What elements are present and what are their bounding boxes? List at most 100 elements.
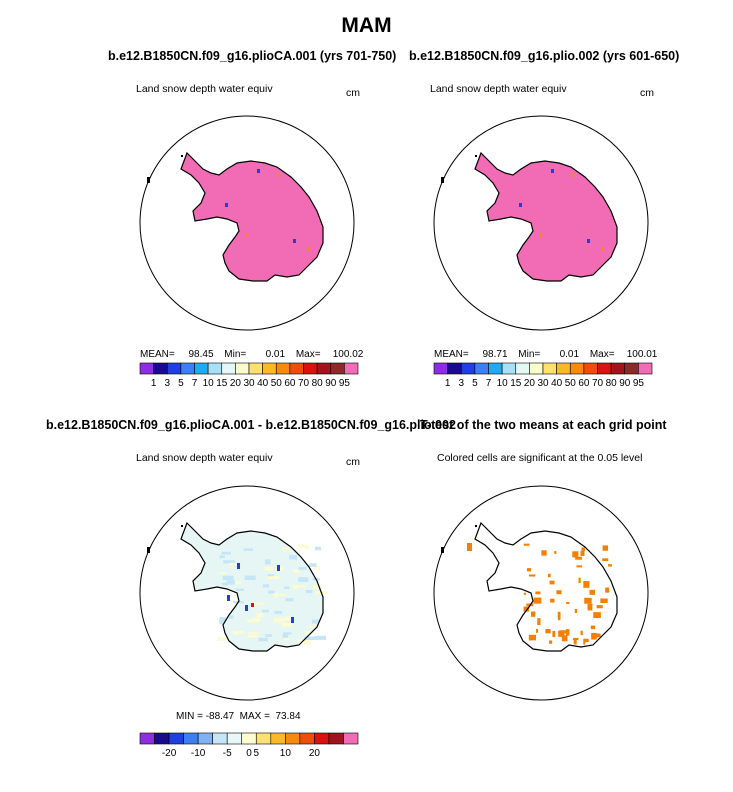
coastline <box>180 521 324 652</box>
data-cell <box>245 233 248 237</box>
data-cell <box>551 169 554 173</box>
colorbar-tick-label: 95 <box>339 378 351 389</box>
colorbar-box <box>154 732 170 745</box>
significant-cell <box>575 556 582 560</box>
data-cell <box>221 551 231 555</box>
colorbar-box <box>542 362 557 375</box>
panel1-units: cm <box>346 87 360 99</box>
antarctica-landmass <box>441 521 618 652</box>
significant-cell <box>550 598 555 603</box>
data-cell <box>229 562 239 566</box>
data-cell <box>283 586 290 589</box>
colorbar-box <box>344 362 359 375</box>
colorbar-tick-label: 7 <box>486 378 492 389</box>
data-cell <box>292 584 298 590</box>
colorbar-tick-label: -10 <box>191 748 206 759</box>
colorbar-box <box>275 362 291 375</box>
significant-cell <box>584 597 592 604</box>
data-cell <box>223 560 235 564</box>
colorbar-tick-label: 80 <box>312 378 324 389</box>
significant-cell <box>554 551 557 554</box>
colorbar-box <box>221 362 236 375</box>
colorbar-tick-label: 30 <box>243 378 255 389</box>
data-cell <box>297 544 308 548</box>
coastline <box>180 151 324 282</box>
colorbar-box <box>556 362 571 375</box>
colorbar-tick-label: 80 <box>606 378 618 389</box>
colorbar-tick-label: 30 <box>537 378 549 389</box>
colorbar-tick-label: 70 <box>298 378 310 389</box>
significant-cell <box>523 543 530 546</box>
significant-cell <box>608 564 612 567</box>
data-cell <box>225 203 228 207</box>
colorbar-box <box>569 362 585 375</box>
colorbar-box <box>153 362 168 375</box>
colorbar-tick-label: -20 <box>162 748 177 759</box>
panel2-units: cm <box>640 87 654 99</box>
data-cell <box>219 617 226 622</box>
data-cell <box>273 618 285 623</box>
positive-cell <box>251 603 254 607</box>
map-panel4 <box>433 485 649 701</box>
min-label: Min= <box>518 349 541 360</box>
colorbar-box <box>474 362 489 375</box>
data-cell <box>298 577 309 583</box>
significant-cell <box>605 587 610 593</box>
data-cell <box>273 592 279 598</box>
data-cell <box>307 247 310 251</box>
colorbar-box <box>583 362 598 375</box>
data-cell <box>222 582 227 585</box>
significant-cell <box>547 573 551 578</box>
colorbar-box <box>501 362 517 375</box>
island <box>475 155 477 157</box>
min-label: Min= <box>224 349 247 360</box>
colorbar-tick-label: 5 <box>253 748 259 759</box>
data-cell <box>283 632 292 635</box>
significant-cell <box>593 612 601 619</box>
panel3-stats: MIN = -88.47 MAX = 73.84 <box>176 711 301 722</box>
colorbar-box <box>597 362 612 375</box>
panel4-subtitle: Colored cells are significant at the 0.0… <box>437 452 643 464</box>
data-cell <box>244 575 256 581</box>
colorbar-box <box>299 732 315 745</box>
data-cell <box>305 589 313 594</box>
colorbar-tick-label: 20 <box>309 748 321 759</box>
mean-value: 98.45 <box>188 349 214 360</box>
data-cell <box>256 613 264 617</box>
significant-cell <box>467 543 472 551</box>
mean-label: MEAN= <box>434 349 469 360</box>
antarctica-landmass <box>147 151 324 282</box>
data-cell <box>219 555 225 559</box>
data-cell <box>285 598 294 602</box>
panel2-title: b.e12.B1850CN.f09_g16.plio.002 (yrs 601-… <box>409 49 680 63</box>
data-cell <box>281 547 290 550</box>
data-cell <box>311 619 320 624</box>
data-cell <box>267 576 280 579</box>
coastline <box>474 521 618 652</box>
data-cell <box>264 559 271 565</box>
island <box>181 525 183 527</box>
colorbar-tick-label: 5 <box>178 378 184 389</box>
significant-cell <box>558 630 565 637</box>
significant-cell <box>574 608 578 613</box>
data-cell <box>304 640 311 645</box>
data-cell <box>314 635 327 640</box>
colorbar-box <box>255 732 272 745</box>
max-value: 100.01 <box>626 349 658 360</box>
significant-cell <box>572 551 579 558</box>
colorbar-tick-label: 1 <box>445 378 451 389</box>
data-cell <box>267 590 275 594</box>
data-cell <box>282 622 293 627</box>
significant-cell <box>557 615 561 621</box>
significant-cell <box>545 629 551 634</box>
colorbar-tick-label: 60 <box>578 378 590 389</box>
data-cell <box>313 565 321 570</box>
land-fill <box>475 153 617 281</box>
data-cell <box>217 637 229 641</box>
map-boundary-circle <box>433 485 649 701</box>
map-boundary-circle <box>433 115 649 331</box>
colorbar-tick-label: 20 <box>230 378 242 389</box>
data-cell <box>309 625 319 629</box>
data-cell <box>267 574 275 579</box>
data-cell <box>298 566 307 570</box>
